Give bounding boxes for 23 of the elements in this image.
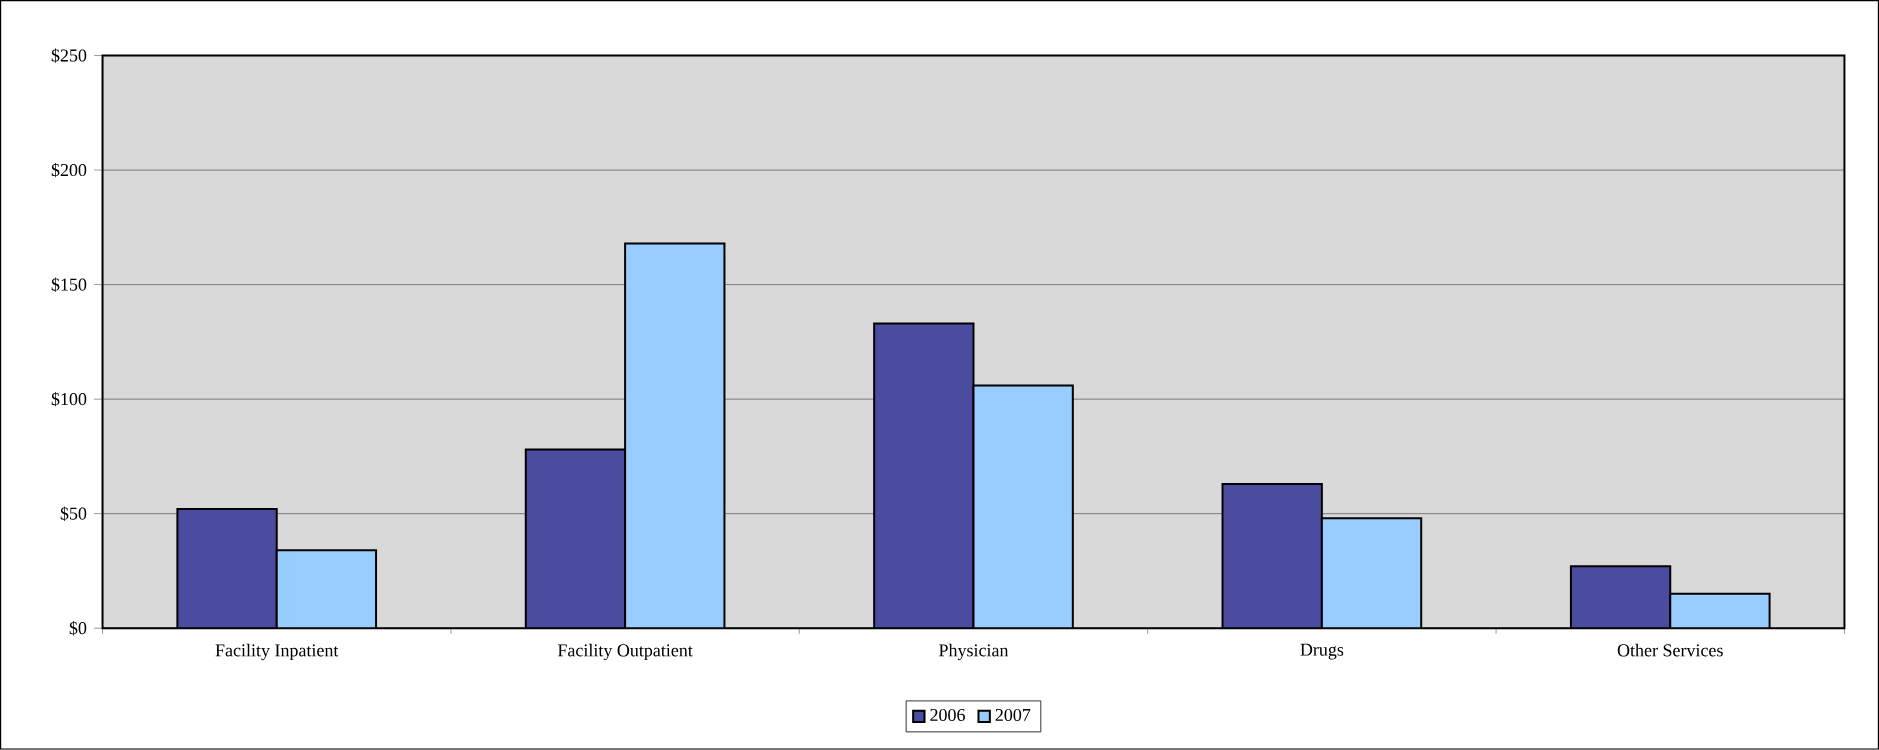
bar: [972, 384, 1074, 629]
bar: [624, 242, 726, 629]
bar: [1569, 565, 1672, 629]
y-tick-label: $0: [69, 621, 87, 636]
bar: [524, 448, 627, 629]
bar: [873, 322, 975, 629]
bar: [275, 549, 378, 629]
x-tick-label: Facility Inpatient: [215, 643, 339, 661]
bar: [1221, 483, 1323, 629]
bar: [176, 508, 278, 629]
x-tick-label: Physician: [939, 643, 1009, 661]
y-tick-label: $50: [60, 506, 87, 522]
y-tick-label: $100: [51, 392, 87, 407]
y-tick-label: $200: [51, 163, 87, 178]
x-tick-label: Drugs: [1300, 643, 1344, 660]
x-tick-label: Other Services: [1617, 643, 1723, 657]
x-tick-label: Facility Outpatient: [557, 643, 693, 661]
y-tick-label: $150: [51, 277, 87, 292]
y-tick-label: $250: [51, 48, 87, 63]
legend-label: 2007: [995, 709, 1031, 722]
bar: [1320, 517, 1423, 629]
bar: [1669, 592, 1771, 629]
legend-label: 2006: [930, 709, 965, 722]
